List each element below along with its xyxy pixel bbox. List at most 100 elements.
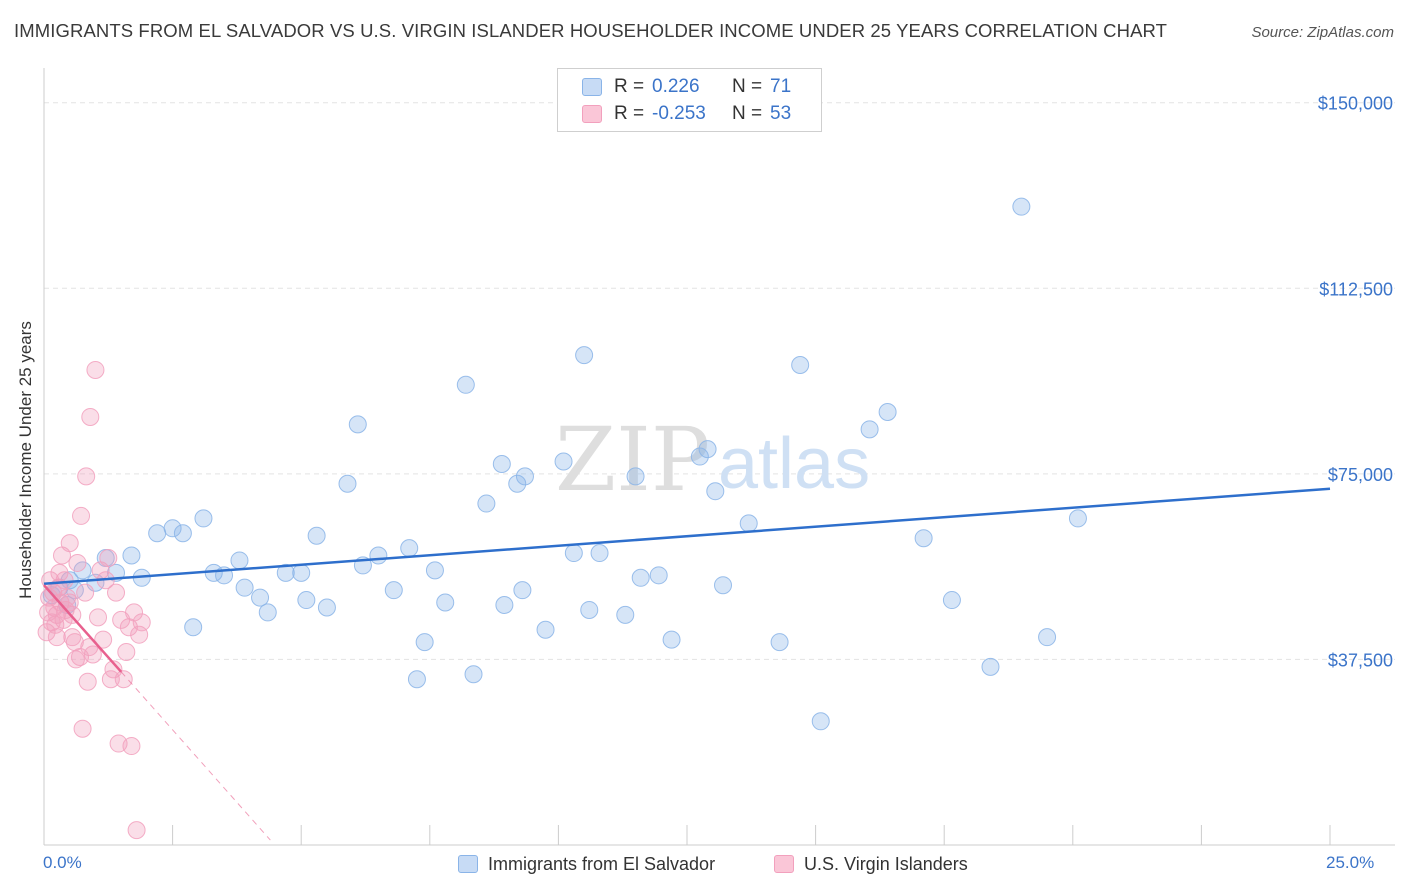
data-point bbox=[690, 447, 709, 466]
data-point bbox=[492, 454, 511, 473]
legend-r-label: R = bbox=[614, 76, 645, 97]
data-point bbox=[58, 588, 77, 607]
data-point bbox=[770, 633, 789, 652]
bottom-legend-virgin-islanders: U.S. Virgin Islanders bbox=[774, 852, 968, 876]
data-point bbox=[72, 506, 91, 525]
data-point bbox=[117, 643, 136, 662]
data-point bbox=[981, 657, 1000, 676]
x-tick-label-min: 0.0% bbox=[43, 853, 82, 872]
data-point bbox=[714, 576, 733, 595]
bottom-legend-label: U.S. Virgin Islanders bbox=[804, 853, 968, 874]
data-point bbox=[230, 551, 249, 570]
legend-n-value: 53 bbox=[770, 103, 792, 124]
data-point bbox=[1038, 628, 1057, 647]
data-point bbox=[125, 603, 144, 622]
correlation-legend: R = 0.226 N = 71 R = -0.253 N = 53 bbox=[557, 68, 822, 132]
data-point bbox=[811, 712, 830, 731]
data-point bbox=[477, 494, 496, 513]
bottom-legend-el-salvador: Immigrants from El Salvador bbox=[458, 852, 715, 876]
data-point bbox=[251, 588, 270, 607]
data-point bbox=[1012, 197, 1031, 216]
data-point bbox=[276, 563, 295, 582]
bottom-legend-swatch-blue bbox=[458, 855, 478, 873]
legend-row-el-salvador: R = 0.226 N = 71 bbox=[582, 75, 791, 99]
data-point bbox=[63, 628, 82, 647]
data-point bbox=[575, 346, 594, 365]
data-point bbox=[47, 628, 66, 647]
trend-line-virgin-islanders bbox=[43, 584, 123, 673]
data-point bbox=[878, 403, 897, 422]
data-point bbox=[515, 467, 534, 486]
data-point bbox=[698, 440, 717, 459]
data-point bbox=[631, 568, 650, 587]
source-label: Source: ZipAtlas.com bbox=[1251, 24, 1394, 41]
data-point bbox=[83, 645, 102, 664]
data-point bbox=[107, 583, 126, 602]
data-point bbox=[73, 719, 92, 738]
data-point bbox=[706, 482, 725, 501]
data-point bbox=[55, 571, 74, 590]
data-point bbox=[415, 633, 434, 652]
data-point bbox=[148, 524, 167, 543]
data-point bbox=[89, 608, 108, 627]
data-point bbox=[297, 591, 316, 610]
chart-title: IMMIGRANTS FROM EL SALVADOR VS U.S. VIRG… bbox=[14, 20, 1168, 41]
data-point bbox=[662, 630, 681, 649]
y-tick-label: $75,000 bbox=[1328, 465, 1393, 485]
data-point bbox=[348, 415, 367, 434]
data-point bbox=[76, 583, 95, 602]
data-point bbox=[508, 474, 527, 493]
data-point bbox=[590, 544, 609, 563]
watermark-zip: ZIP bbox=[555, 408, 710, 511]
data-point bbox=[536, 620, 555, 639]
legend-r-value: -0.253 bbox=[652, 103, 706, 124]
data-point bbox=[456, 375, 475, 394]
data-point bbox=[464, 665, 483, 684]
data-point bbox=[163, 519, 182, 538]
trend-line-el-salvador bbox=[43, 487, 1331, 585]
data-point bbox=[94, 630, 113, 649]
data-point bbox=[626, 467, 645, 486]
data-point bbox=[173, 524, 192, 543]
y-tick-labels: $37,500 $75,000 $112,500 $150,000 bbox=[1318, 94, 1393, 671]
data-point bbox=[1068, 509, 1087, 528]
data-point bbox=[81, 407, 100, 426]
data-point bbox=[114, 670, 133, 689]
data-point bbox=[369, 546, 388, 565]
series-el-salvador-points bbox=[42, 197, 1087, 731]
legend-n-label: N = bbox=[732, 76, 763, 97]
legend-swatch-blue bbox=[582, 78, 602, 96]
series-virgin-islanders-points bbox=[37, 360, 151, 840]
data-point bbox=[77, 467, 96, 486]
data-point bbox=[616, 605, 635, 624]
data-point bbox=[317, 598, 336, 617]
data-point bbox=[580, 600, 599, 619]
data-point bbox=[292, 563, 311, 582]
data-point bbox=[436, 593, 455, 612]
data-point bbox=[513, 581, 532, 600]
data-point bbox=[495, 596, 514, 615]
data-point bbox=[942, 591, 961, 610]
legend-r-label: R = bbox=[614, 103, 645, 124]
trend-line-virgin-islanders-extension bbox=[120, 671, 271, 841]
data-point bbox=[184, 618, 203, 637]
data-point bbox=[60, 534, 79, 553]
data-point bbox=[564, 544, 583, 563]
data-point bbox=[554, 452, 573, 471]
trend-lines bbox=[43, 487, 1331, 841]
y-tick-label: $112,500 bbox=[1319, 279, 1393, 299]
data-point bbox=[122, 737, 141, 756]
data-point bbox=[860, 420, 879, 439]
data-point bbox=[194, 509, 213, 528]
data-point bbox=[132, 613, 151, 632]
bottom-legend-label: Immigrants from El Salvador bbox=[488, 853, 716, 874]
x-tick-label-max: 25.0% bbox=[1326, 853, 1375, 872]
data-point bbox=[99, 548, 118, 567]
data-point bbox=[258, 603, 277, 622]
data-point bbox=[68, 553, 87, 572]
data-point bbox=[78, 672, 97, 691]
data-point bbox=[400, 539, 419, 558]
legend-swatch-pink bbox=[582, 105, 602, 123]
data-point bbox=[122, 546, 141, 565]
legend-n-value: 71 bbox=[770, 76, 792, 97]
